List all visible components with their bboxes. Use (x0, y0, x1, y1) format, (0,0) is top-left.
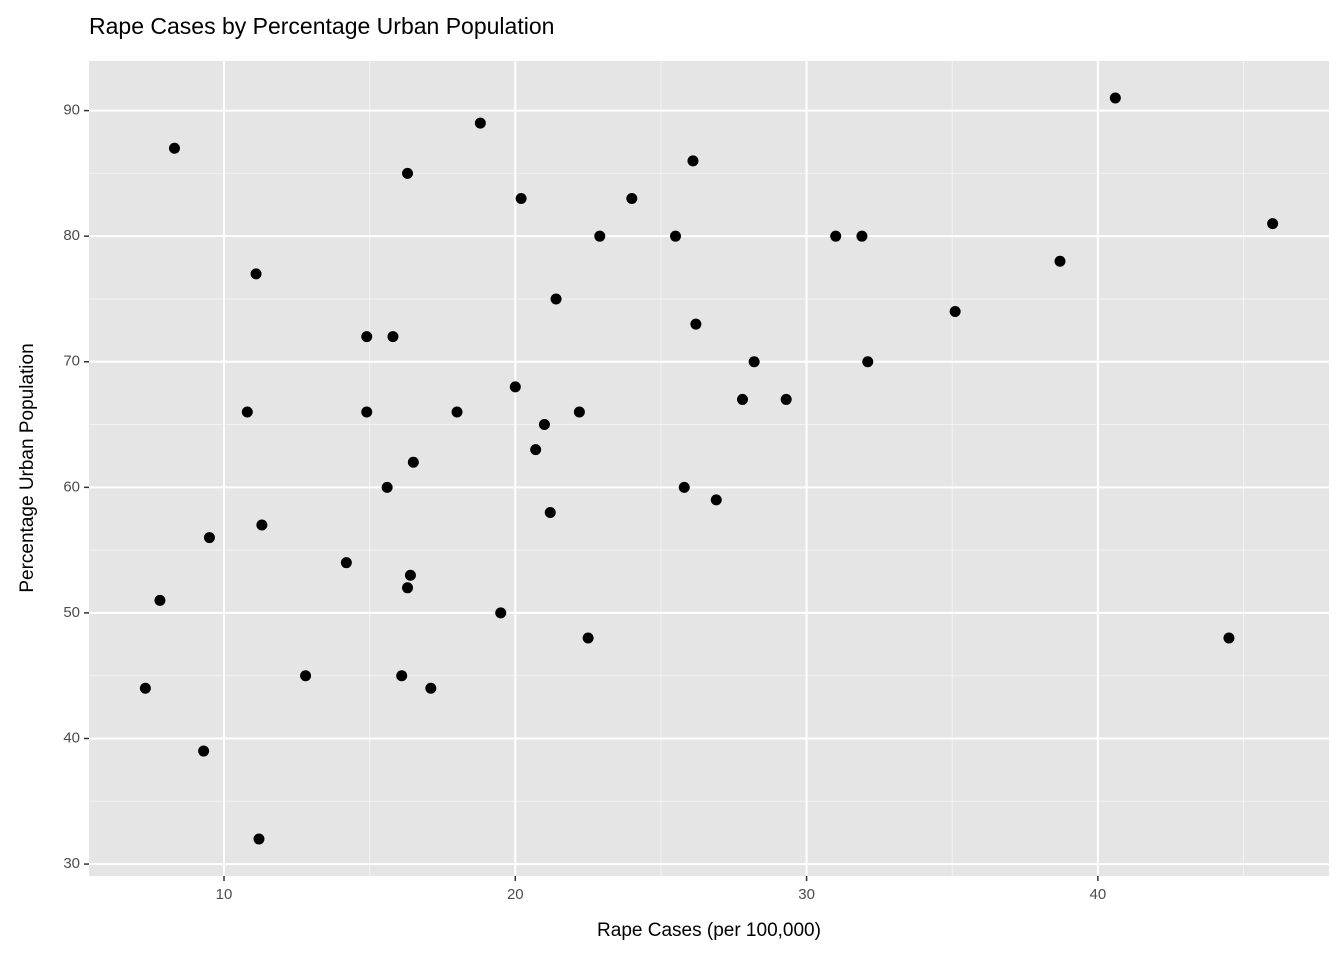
point (780, 393, 792, 405)
point (538, 419, 550, 431)
point (361, 406, 373, 418)
point (300, 670, 312, 682)
plot-panel (89, 61, 1329, 876)
point (670, 230, 682, 242)
point (407, 456, 419, 468)
point (203, 532, 215, 544)
x-tick-label: 30 (798, 886, 815, 903)
point (550, 293, 562, 305)
point (198, 745, 210, 757)
point (748, 356, 760, 368)
y-tick-label: 70 (63, 353, 80, 370)
point (387, 331, 399, 343)
point (253, 833, 265, 845)
point (154, 594, 166, 606)
x-tick-label: 40 (1090, 886, 1107, 903)
point (361, 331, 373, 343)
point (495, 607, 507, 619)
point (509, 381, 521, 393)
point (451, 406, 463, 418)
point (250, 268, 262, 280)
point (678, 481, 690, 493)
point (544, 506, 556, 518)
y-tick-label: 50 (63, 604, 80, 621)
y-tick-label: 80 (63, 227, 80, 244)
point (425, 682, 437, 694)
x-axis-title: Rape Cases (per 100,000) (597, 920, 821, 941)
point (582, 632, 594, 644)
point (862, 356, 874, 368)
point (949, 306, 961, 318)
y-tick-label: 40 (63, 729, 80, 746)
point (474, 117, 486, 129)
point (1054, 255, 1066, 267)
point (168, 142, 180, 154)
point (1109, 92, 1121, 104)
point (402, 582, 414, 594)
point (594, 230, 606, 242)
point (515, 193, 527, 205)
point (626, 193, 638, 205)
point (687, 155, 699, 167)
y-axis-title: Percentage Urban Population (17, 343, 38, 592)
point (404, 569, 416, 581)
point (340, 557, 352, 569)
y-tick-label: 90 (63, 102, 80, 119)
point (530, 444, 542, 456)
point (396, 670, 408, 682)
point (710, 494, 722, 506)
point (381, 481, 393, 493)
point (856, 230, 868, 242)
point (256, 519, 268, 531)
x-tick-label: 20 (507, 886, 524, 903)
point (402, 167, 414, 179)
point (241, 406, 253, 418)
point (1267, 218, 1279, 230)
y-tick-label: 30 (63, 855, 80, 872)
point (139, 682, 151, 694)
point (690, 318, 702, 330)
point (573, 406, 585, 418)
x-tick-label: 10 (216, 886, 233, 903)
chart-title: Rape Cases by Percentage Urban Populatio… (89, 13, 554, 39)
point (736, 393, 748, 405)
point (830, 230, 842, 242)
point (1223, 632, 1235, 644)
y-tick-label: 60 (63, 478, 80, 495)
